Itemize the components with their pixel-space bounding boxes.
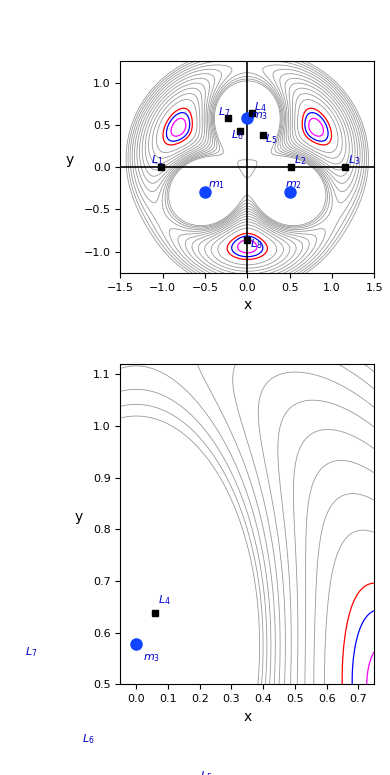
Text: $m_2$: $m_2$ bbox=[285, 179, 302, 191]
X-axis label: x: x bbox=[243, 710, 252, 724]
Text: $L_{3}$: $L_{3}$ bbox=[348, 153, 360, 167]
Y-axis label: y: y bbox=[66, 153, 74, 167]
Text: $m_3$: $m_3$ bbox=[251, 110, 268, 122]
Y-axis label: y: y bbox=[75, 510, 83, 524]
Text: $m_1$: $m_1$ bbox=[208, 179, 225, 191]
Text: $L_{5}$: $L_{5}$ bbox=[265, 132, 278, 146]
Text: $L_{6}$: $L_{6}$ bbox=[82, 732, 95, 746]
Text: $L_{6}$: $L_{6}$ bbox=[231, 128, 244, 142]
Text: $L_{8}$: $L_{8}$ bbox=[250, 238, 262, 251]
Text: $L_{1}$: $L_{1}$ bbox=[151, 153, 163, 167]
Text: $L_{4}$: $L_{4}$ bbox=[158, 593, 171, 607]
Text: $L_{7}$: $L_{7}$ bbox=[218, 105, 230, 119]
Text: $L_{7}$: $L_{7}$ bbox=[25, 645, 37, 659]
Text: $L_{5}$: $L_{5}$ bbox=[200, 769, 212, 775]
Text: $m_3$: $m_3$ bbox=[142, 652, 160, 663]
Text: $L_{2}$: $L_{2}$ bbox=[294, 153, 306, 167]
X-axis label: x: x bbox=[243, 298, 252, 312]
Text: $L_{4}$: $L_{4}$ bbox=[254, 100, 267, 114]
